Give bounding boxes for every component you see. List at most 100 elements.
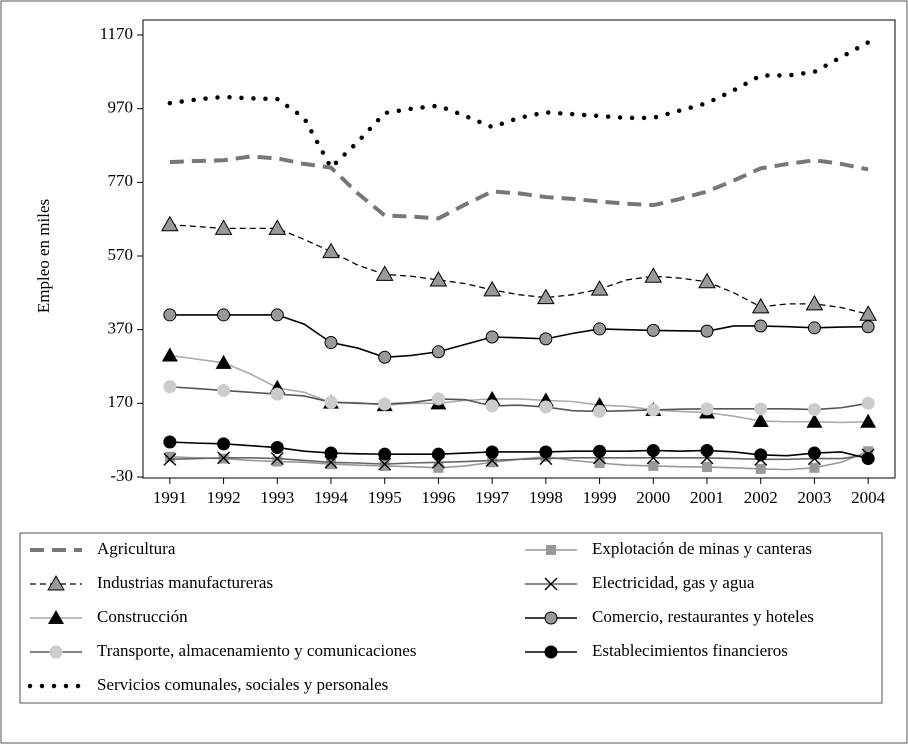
- data-point: [163, 435, 177, 449]
- legend-marker: [546, 545, 556, 555]
- data-point: [324, 395, 338, 409]
- data-point: [217, 383, 231, 397]
- data-point: [593, 322, 607, 336]
- data-point: [217, 437, 231, 451]
- data-point: [217, 451, 231, 465]
- legend-label: Comercio, restaurantes y hoteles: [592, 607, 814, 626]
- data-point: [433, 462, 444, 473]
- data-point: [431, 447, 445, 461]
- legend-marker: [544, 645, 558, 659]
- legend-frame: [19, 532, 883, 704]
- data-point: [322, 242, 340, 259]
- x-tick-label: 1992: [207, 488, 241, 507]
- data-point: [859, 305, 878, 321]
- x-tick-label: 1996: [421, 488, 455, 507]
- data-point: [429, 270, 448, 287]
- data-point: [483, 280, 502, 297]
- data-point: [646, 443, 660, 457]
- data-point: [270, 387, 284, 401]
- y-tick-label: 1170: [100, 24, 133, 43]
- data-point: [268, 219, 287, 235]
- y-tick-label: 970: [108, 98, 134, 117]
- data-point: [807, 321, 821, 335]
- data-point: [214, 219, 233, 235]
- data-point: [431, 345, 445, 359]
- data-point: [646, 323, 660, 337]
- data-point: [861, 396, 875, 410]
- y-tick-label: 770: [108, 171, 134, 190]
- data-point: [754, 448, 768, 462]
- data-point: [861, 452, 875, 466]
- data-point: [163, 308, 177, 322]
- x-tick-label: 1993: [260, 488, 294, 507]
- series-line: [169, 385, 869, 413]
- series-line: [169, 354, 869, 424]
- x-tick-label: 2002: [744, 488, 778, 507]
- y-axis-label: Empleo en miles: [34, 199, 53, 313]
- data-point: [754, 319, 768, 333]
- x-tick-label: 2000: [636, 488, 670, 507]
- data-point: [594, 458, 605, 469]
- data-point: [698, 272, 716, 289]
- data-point: [215, 354, 232, 369]
- data-point: [161, 347, 178, 362]
- data-point: [861, 320, 875, 334]
- x-tick-label: 2003: [797, 488, 831, 507]
- data-point: [270, 441, 284, 455]
- data-point: [590, 280, 609, 296]
- data-point: [324, 446, 338, 460]
- series-line: [169, 154, 869, 221]
- series-line: [169, 314, 869, 359]
- data-point: [805, 294, 824, 311]
- legend-label: Industrias manufactureras: [97, 573, 273, 592]
- data-point: [863, 446, 874, 457]
- data-point: [485, 330, 499, 344]
- data-point: [270, 308, 284, 322]
- data-point: [378, 397, 392, 411]
- x-tick-label: 1995: [368, 488, 402, 507]
- series-line: [169, 224, 869, 315]
- y-tick-label: 370: [108, 319, 134, 338]
- data-point: [485, 445, 499, 459]
- data-point: [324, 455, 338, 469]
- x-tick-label: 1997: [475, 488, 510, 507]
- legend-label: Electricidad, gas y agua: [592, 573, 755, 592]
- data-point: [751, 297, 770, 314]
- data-point: [700, 443, 714, 457]
- data-point: [593, 444, 607, 458]
- data-point: [160, 215, 179, 232]
- x-tick-label: 1994: [314, 488, 349, 507]
- data-point: [752, 413, 769, 428]
- x-tick-label: 1999: [583, 488, 617, 507]
- data-point: [539, 445, 553, 459]
- data-point: [860, 413, 877, 428]
- data-point: [485, 399, 499, 413]
- y-tick-label: 570: [108, 245, 134, 264]
- data-point: [700, 324, 714, 338]
- data-point: [375, 265, 394, 281]
- data-point: [807, 403, 821, 417]
- data-point: [807, 446, 821, 460]
- data-point: [646, 403, 660, 417]
- data-point: [809, 462, 820, 473]
- data-point: [326, 459, 336, 470]
- data-point: [270, 452, 284, 466]
- series-line: [169, 454, 869, 465]
- data-point: [272, 456, 283, 467]
- data-point: [644, 267, 663, 283]
- data-point: [702, 462, 712, 473]
- x-tick-label: 1998: [529, 488, 563, 507]
- data-point: [806, 413, 823, 428]
- data-point: [378, 447, 392, 461]
- data-point: [378, 350, 392, 364]
- data-point: [755, 463, 766, 474]
- data-point: [217, 308, 231, 322]
- legend-label: Transporte, almacenamiento y comunicacio…: [97, 641, 416, 660]
- data-point: [163, 380, 177, 394]
- legend-marker: [47, 574, 65, 591]
- data-point: [539, 400, 553, 414]
- legend-marker: [48, 610, 64, 624]
- legend-marker: [544, 577, 558, 591]
- series-line: [167, 40, 871, 172]
